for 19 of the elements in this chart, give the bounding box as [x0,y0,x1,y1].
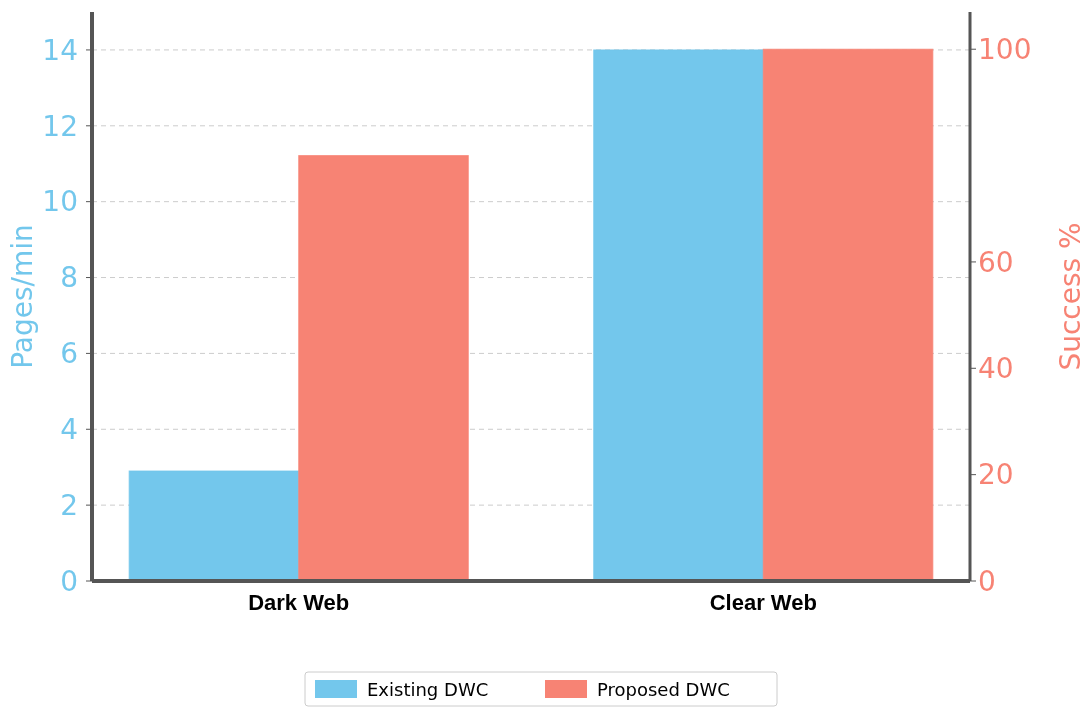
legend-label: Proposed DWC [597,679,730,701]
y2-tick-label: 60 [978,245,1014,279]
y2-tick-label: 40 [978,352,1014,386]
y-tick-label: 8 [60,261,78,295]
legend-label: Existing DWC [367,679,489,701]
y2-tick-label: 0 [978,564,996,598]
y-tick-label: 10 [42,185,78,219]
x-tick-label: Clear Web [709,590,817,615]
y2-tick-label: 100 [978,33,1032,67]
y-tick-label: 6 [60,337,78,371]
y-tick-label: 2 [60,488,78,522]
y2-axis-title: Success % [1054,222,1087,371]
y-axis-title: Pages/min [6,224,39,369]
x-tick-label: Dark Web [248,590,350,615]
y2-tick-label: 20 [978,458,1014,492]
y-tick-label: 4 [60,413,78,447]
y-tick-label: 14 [42,33,78,67]
y-tick-label: 0 [60,564,78,598]
y-tick-label: 12 [42,109,78,143]
